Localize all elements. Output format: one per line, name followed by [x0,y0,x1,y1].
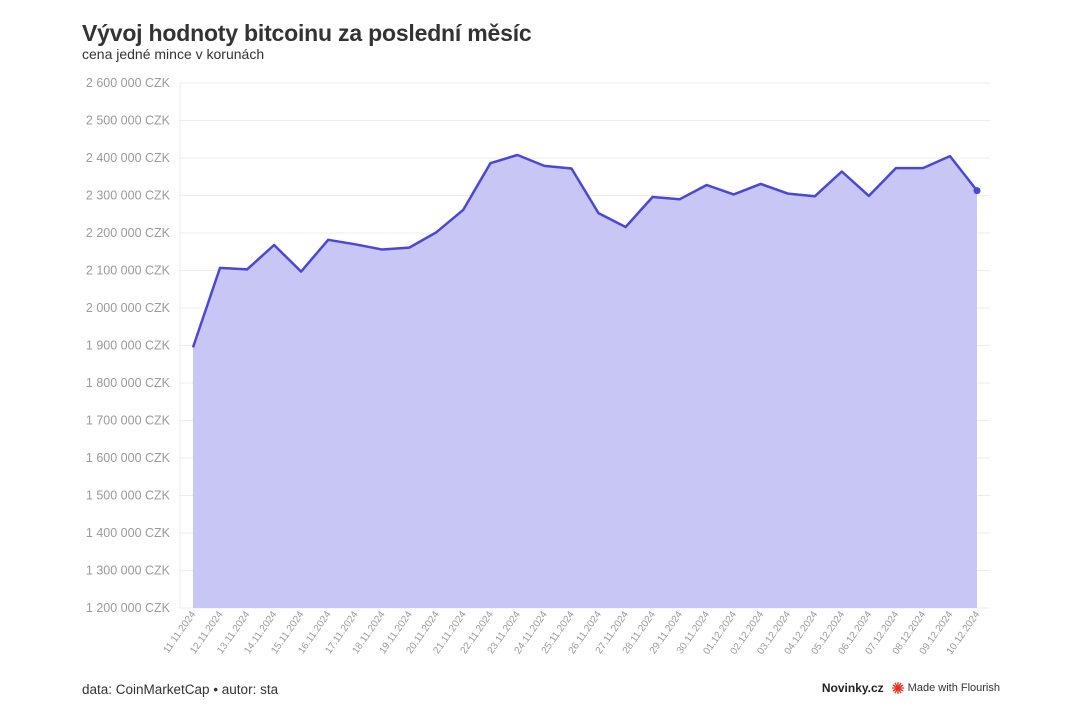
data-point[interactable] [325,237,331,243]
y-tick-label: 1 600 000 CZK [86,451,171,465]
y-tick-label: 1 700 000 CZK [86,414,171,428]
chart-title: Vývoj hodnoty bitcoinu za poslední měsíc [82,20,532,46]
novinky-logo[interactable]: Novinky.cz [821,681,884,695]
source-credit: data: CoinMarketCap • autor: sta [82,682,279,697]
y-tick-label: 2 100 000 CZK [86,264,171,278]
data-point[interactable] [973,187,981,195]
y-tick-label: 1 900 000 CZK [86,339,171,353]
y-tick-label: 1 300 000 CZK [86,564,171,578]
data-point[interactable] [623,224,629,230]
data-point[interactable] [866,193,872,199]
data-point[interactable] [920,165,926,171]
data-point[interactable] [298,269,304,275]
area-layer [190,152,981,608]
price-line [191,153,978,348]
y-tick-label: 1 800 000 CZK [86,376,171,390]
data-point[interactable] [406,245,412,251]
y-tick-label: 2 400 000 CZK [86,151,171,165]
y-tick-label: 2 600 000 CZK [86,76,171,90]
data-point[interactable] [352,241,358,247]
y-axis-ticks: 1 200 000 CZK 1 300 000 CZK 1 400 000 CZK 1… [86,76,171,615]
data-point[interactable] [947,153,953,159]
data-point[interactable] [650,194,656,200]
y-tick-label: 2 000 000 CZK [86,301,171,315]
data-point[interactable] [568,166,574,172]
y-tick-label: 2 300 000 CZK [86,189,171,203]
footer-branding: Novinky.cz Made with Flourish [822,681,1000,695]
data-point[interactable] [379,247,385,253]
data-point[interactable] [893,165,899,171]
data-point[interactable] [271,242,277,248]
data-point[interactable] [217,265,223,271]
data-point[interactable] [514,152,520,158]
data-point[interactable] [190,344,196,350]
data-point[interactable] [812,193,818,199]
data-point[interactable] [460,207,466,213]
y-tick-label: 1 200 000 CZK [86,601,171,615]
y-tick-label: 2 200 000 CZK [86,226,171,240]
data-point[interactable] [541,163,547,169]
made-with-flourish-label: Made with Flourish [907,682,1000,694]
data-point[interactable] [596,210,602,216]
y-tick-label: 1 500 000 CZK [86,489,171,503]
y-tick-label: 1 400 000 CZK [86,526,171,540]
price-area [193,155,977,608]
y-tick-label: 2 500 000 CZK [86,114,171,128]
data-point[interactable] [433,229,439,235]
data-point[interactable] [487,160,493,166]
chart-subtitle: cena jedné mince v korunách [82,46,265,62]
data-point[interactable] [839,169,845,175]
flourish-center [895,686,900,690]
flourish-icon [891,682,904,694]
data-point[interactable] [785,191,791,197]
data-point[interactable] [677,196,683,202]
data-point[interactable] [758,181,764,187]
data-point[interactable] [244,266,250,272]
data-point[interactable] [731,191,737,197]
x-axis-ticks: 11.11.202412.11.202413.11.202414.11.2024… [162,609,983,657]
data-point[interactable] [704,182,710,188]
made-with-flourish[interactable]: Made with Flourish [891,682,1000,694]
